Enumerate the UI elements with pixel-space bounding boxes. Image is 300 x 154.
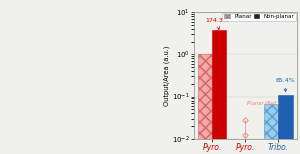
Bar — [198, 54, 212, 154]
Y-axis label: Output/Area (a.u.): Output/Area (a.u.) — [163, 45, 169, 106]
Bar — [264, 104, 278, 154]
Text: 65.4%: 65.4% — [276, 78, 296, 92]
Text: Planar (Ref.): Planar (Ref.) — [247, 101, 280, 105]
Text: 174.3%: 174.3% — [205, 18, 229, 30]
Bar — [212, 30, 226, 154]
Legend: Planar, Non-planar: Planar, Non-planar — [223, 13, 296, 21]
Bar — [278, 95, 292, 154]
